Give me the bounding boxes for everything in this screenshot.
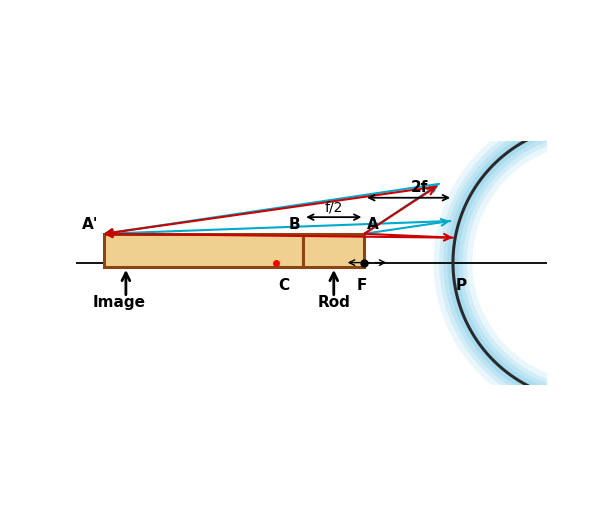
Text: C: C: [278, 278, 289, 293]
Bar: [104, 234, 303, 267]
Text: A: A: [367, 217, 379, 232]
Text: A': A': [81, 217, 98, 232]
Bar: [303, 234, 364, 267]
Text: P: P: [456, 278, 467, 293]
Text: 2f: 2f: [411, 180, 429, 195]
Text: F: F: [356, 278, 367, 293]
Text: f/2: f/2: [325, 200, 343, 214]
Text: Image: Image: [93, 295, 146, 310]
Text: Rod: Rod: [317, 295, 350, 310]
Text: B: B: [289, 217, 300, 232]
